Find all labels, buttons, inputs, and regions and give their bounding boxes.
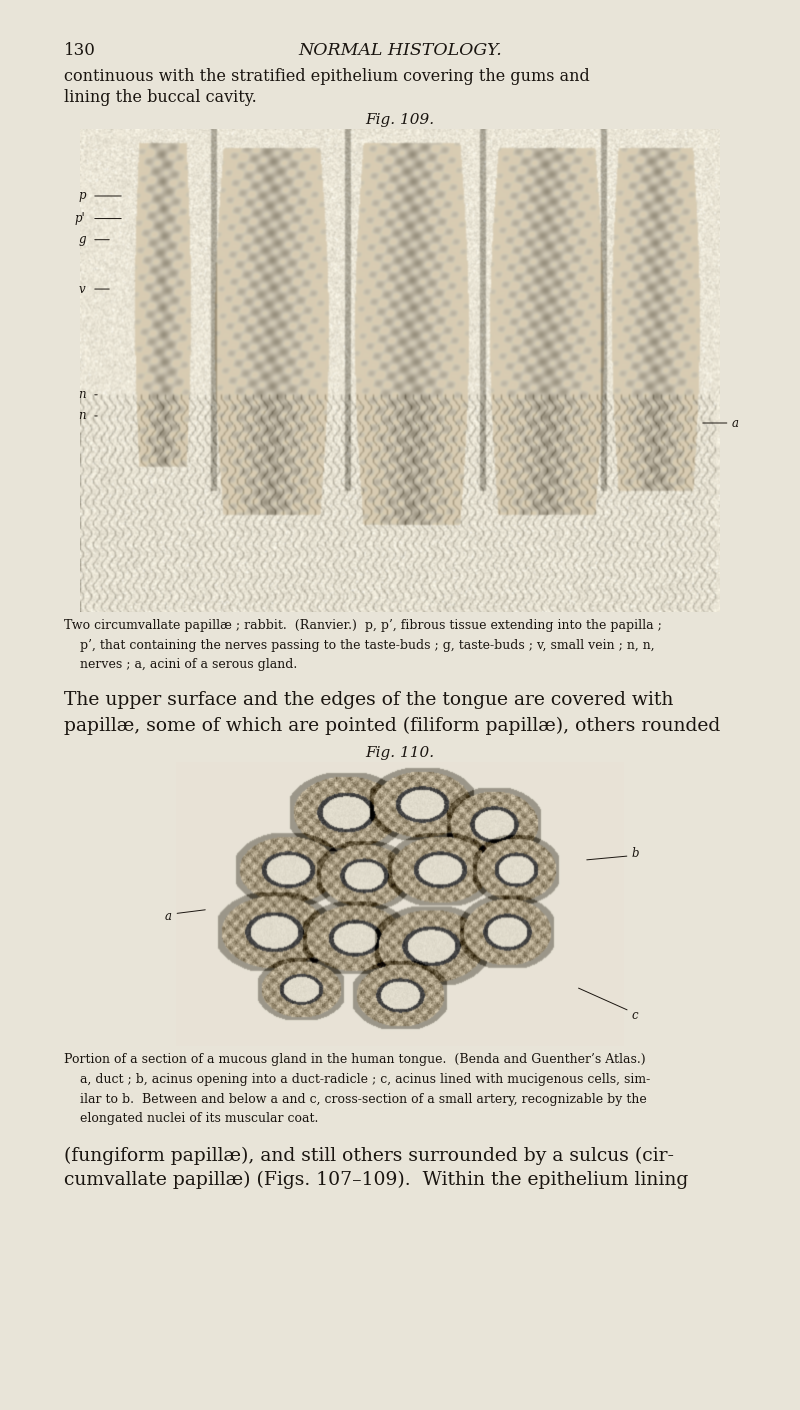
- Text: p': p': [75, 212, 86, 226]
- Text: Two circumvallate papillæ ; rabbit.  (Ranvier.)  p, p’, fibrous tissue extending: Two circumvallate papillæ ; rabbit. (Ran…: [64, 619, 662, 632]
- Text: (fungiform papillæ), and still others surrounded by a sulcus (cir-: (fungiform papillæ), and still others su…: [64, 1146, 674, 1165]
- Text: NORMAL HISTOLOGY.: NORMAL HISTOLOGY.: [298, 41, 502, 59]
- Text: Fig. 110.: Fig. 110.: [366, 746, 434, 760]
- Text: nerves ; a, acini of a serous gland.: nerves ; a, acini of a serous gland.: [64, 658, 298, 671]
- Text: g: g: [78, 233, 86, 247]
- Text: ilar to b.  Between and below a and c, cross-section of a small artery, recogniz: ilar to b. Between and below a and c, cr…: [64, 1093, 646, 1105]
- Text: n: n: [78, 409, 86, 423]
- Text: elongated nuclei of its muscular coat.: elongated nuclei of its muscular coat.: [64, 1112, 318, 1125]
- Text: a: a: [165, 909, 172, 924]
- Text: The upper surface and the edges of the tongue are covered with: The upper surface and the edges of the t…: [64, 691, 674, 709]
- Text: lining the buccal cavity.: lining the buccal cavity.: [64, 89, 257, 106]
- Text: Portion of a section of a mucous gland in the human tongue.  (Benda and Guenther: Portion of a section of a mucous gland i…: [64, 1053, 646, 1066]
- Text: continuous with the stratified epithelium covering the gums and: continuous with the stratified epitheliu…: [64, 68, 590, 85]
- Text: c: c: [632, 1008, 638, 1022]
- Text: b: b: [632, 846, 639, 860]
- Text: Fig. 109.: Fig. 109.: [366, 113, 434, 127]
- Text: v: v: [79, 282, 86, 296]
- Text: p: p: [78, 189, 86, 203]
- Text: 130: 130: [64, 41, 96, 59]
- Text: cumvallate papillæ) (Figs. 107–109).  Within the epithelium lining: cumvallate papillæ) (Figs. 107–109). Wit…: [64, 1170, 688, 1189]
- Text: papillæ, some of which are pointed (filiform papillæ), others rounded: papillæ, some of which are pointed (fili…: [64, 716, 720, 735]
- Text: a: a: [732, 416, 739, 430]
- Text: a, duct ; b, acinus opening into a duct-radicle ; c, acinus lined with mucigenou: a, duct ; b, acinus opening into a duct-…: [64, 1073, 650, 1086]
- Text: n: n: [78, 388, 86, 402]
- Text: p’, that containing the nerves passing to the taste-buds ; g, taste-buds ; v, sm: p’, that containing the nerves passing t…: [64, 639, 654, 651]
